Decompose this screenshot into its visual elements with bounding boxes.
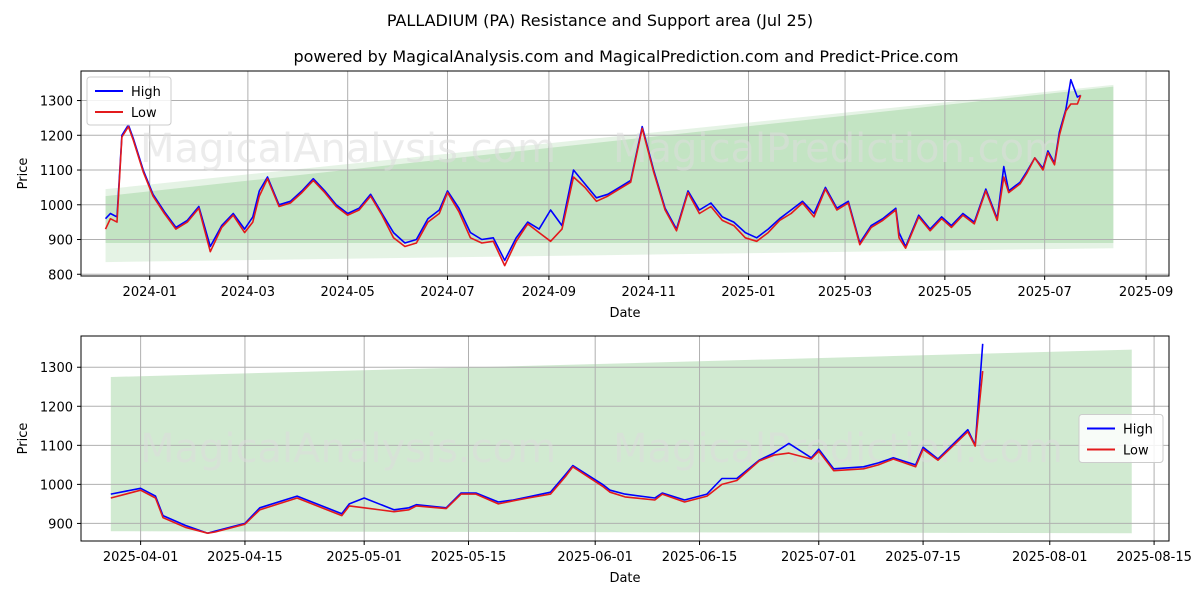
x-tick-label: 2025-07 (1017, 285, 1071, 300)
x-tick-label: 2024-07 (420, 285, 474, 300)
y-tick-label: 1000 (40, 478, 73, 493)
support-resistance-band (110, 349, 1132, 534)
legend: High Low (86, 76, 172, 126)
y-tick-label: 900 (48, 517, 73, 532)
x-tick-label: 2025-05-15 (431, 550, 507, 565)
x-tick-label: 2025-04-01 (103, 550, 179, 565)
chart-title: PALLADIUM (PA) Resistance and Support ar… (387, 11, 813, 30)
x-tick-label: 2024-01 (123, 285, 177, 300)
series-line-high (104, 78, 1082, 262)
y-axis-label: Price (16, 158, 31, 190)
bottom-chart-panel: 2025-04-01 2025-04-15 2025-05-01 2025-05-15… (16, 335, 1192, 586)
x-tick-label: 2025-06-15 (662, 550, 738, 565)
y-tick-label: 1100 (40, 164, 73, 179)
y-tick-label: 1100 (40, 439, 73, 454)
x-tick-label: 2025-07-15 (885, 550, 961, 565)
x-tick-label: 2025-04-15 (207, 550, 283, 565)
y-tick-label: 800 (48, 268, 73, 283)
x-tick-label: 2025-05-01 (326, 550, 402, 565)
legend-label-low: Low (131, 106, 157, 121)
x-tick-label: 2025-07-01 (781, 550, 857, 565)
plot-frame (80, 335, 1170, 542)
series-line-high (110, 343, 984, 535)
legend-label-high: High (131, 85, 161, 100)
x-tick-label: 2024-05 (321, 285, 375, 300)
x-tick-label: 2025-09 (1119, 285, 1173, 300)
x-tick-label: 2024-09 (522, 285, 576, 300)
watermark-text: MagicalAnalysis.com (140, 426, 556, 472)
y-tick-label: 1300 (40, 95, 73, 110)
series-line-low (104, 95, 1082, 267)
y-axis-label: Price (16, 423, 31, 455)
watermark-text: MagicalAnalysis.com (140, 126, 556, 172)
plot-frame (80, 70, 1170, 277)
legend-label-low: Low (1123, 444, 1149, 459)
y-tick-label: 900 (48, 234, 73, 249)
y-tick-label: 1300 (40, 361, 73, 376)
legend-label-high: High (1123, 423, 1153, 438)
x-tick-label: 2025-08-15 (1116, 550, 1192, 565)
watermark-text: MagicalPrediction.com (613, 126, 1063, 172)
support-resistance-band (105, 84, 1114, 263)
legend: High Low (1078, 414, 1164, 463)
y-tick-label: 1200 (40, 129, 73, 144)
y-tick-label: 1200 (40, 400, 73, 415)
watermark-text: MagicalPrediction.com (613, 426, 1063, 472)
x-tick-label: 2025-08-01 (1012, 550, 1088, 565)
x-tick-label: 2024-03 (221, 285, 275, 300)
x-tick-label: 2025-05 (918, 285, 972, 300)
top-chart-panel: 2024-01 2024-03 2024-05 2024-07 2024-09 2024-… (16, 70, 1173, 321)
x-tick-label: 2025-06-01 (557, 550, 633, 565)
series-line-low (110, 371, 984, 535)
x-axis-label: Date (609, 571, 640, 586)
support-resistance-band (105, 86, 1114, 243)
x-tick-label: 2025-03 (818, 285, 872, 300)
x-tick-label: 2025-01 (721, 285, 775, 300)
x-axis-label: Date (609, 306, 640, 321)
chart-subtitle: powered by MagicalAnalysis.com and Magic… (293, 47, 958, 66)
x-tick-label: 2024-11 (622, 285, 676, 300)
y-tick-label: 1000 (40, 199, 73, 214)
